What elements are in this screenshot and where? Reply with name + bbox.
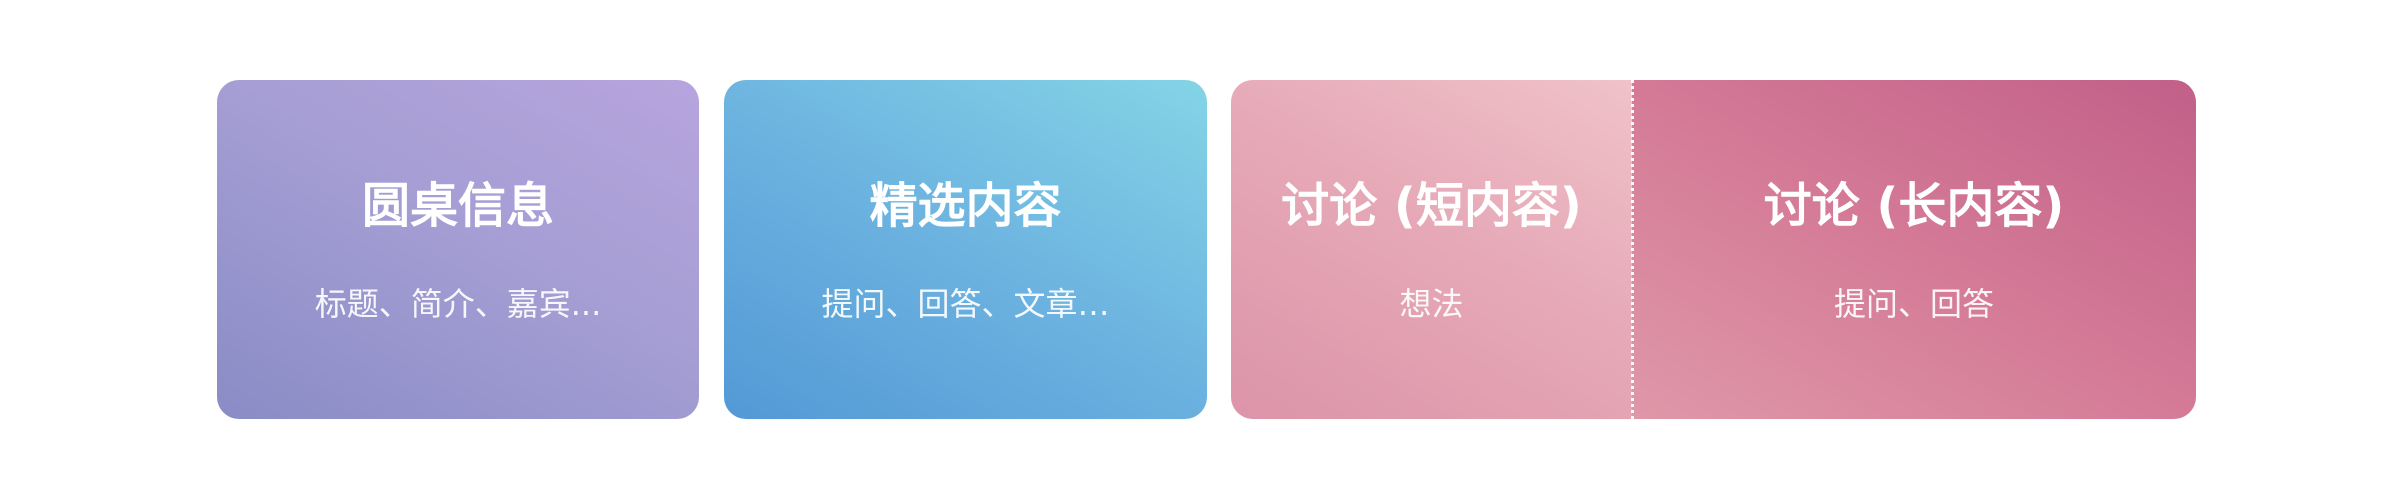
card-subtitle-discussion-short: 想法 xyxy=(1399,285,1464,323)
featured-content-card: 精选内容 提问、回答、文章… xyxy=(724,80,1207,419)
card-subtitle-featured-content: 提问、回答、文章… xyxy=(821,285,1110,323)
card-title-discussion-short: 讨论 (短内容) xyxy=(1281,178,1582,234)
card-title-featured-content: 精选内容 xyxy=(869,178,1062,234)
discussion-divider xyxy=(1631,80,1634,419)
discussion-long-card: 讨论 (长内容) 提问、回答 xyxy=(1632,80,2196,419)
card-subtitle-discussion-long: 提问、回答 xyxy=(1833,285,1994,323)
card-subtitle-roundtable-info: 标题、简介、嘉宾... xyxy=(314,285,602,323)
card-title-discussion-long: 讨论 (长内容) xyxy=(1763,178,2065,234)
roundtable-info-card: 圆桌信息 标题、简介、嘉宾... xyxy=(217,80,699,419)
card-title-roundtable-info: 圆桌信息 xyxy=(361,178,554,234)
discussion-short-card: 讨论 (短内容) 想法 xyxy=(1231,80,1632,419)
